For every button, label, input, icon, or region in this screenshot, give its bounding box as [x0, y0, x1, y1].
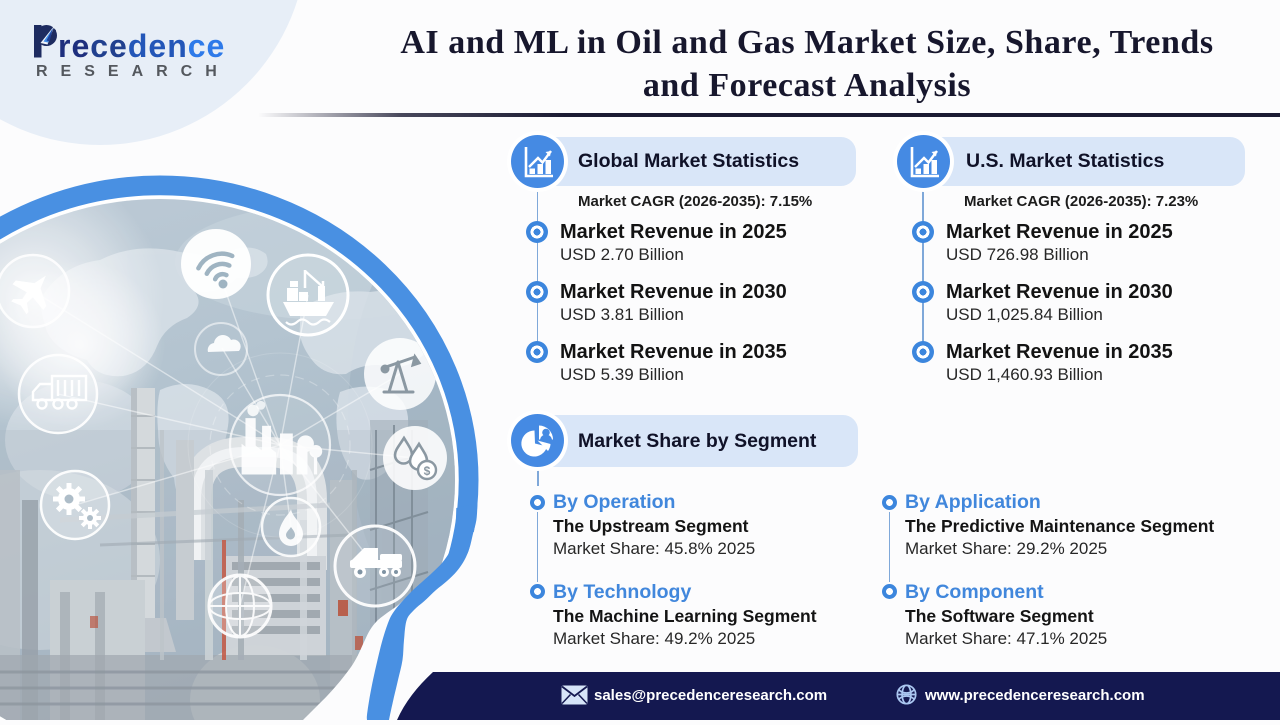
svg-text:recedence: recedence: [58, 28, 225, 64]
svg-text:$: $: [424, 464, 431, 478]
svg-text:RESEARCH: RESEARCH: [36, 63, 230, 80]
